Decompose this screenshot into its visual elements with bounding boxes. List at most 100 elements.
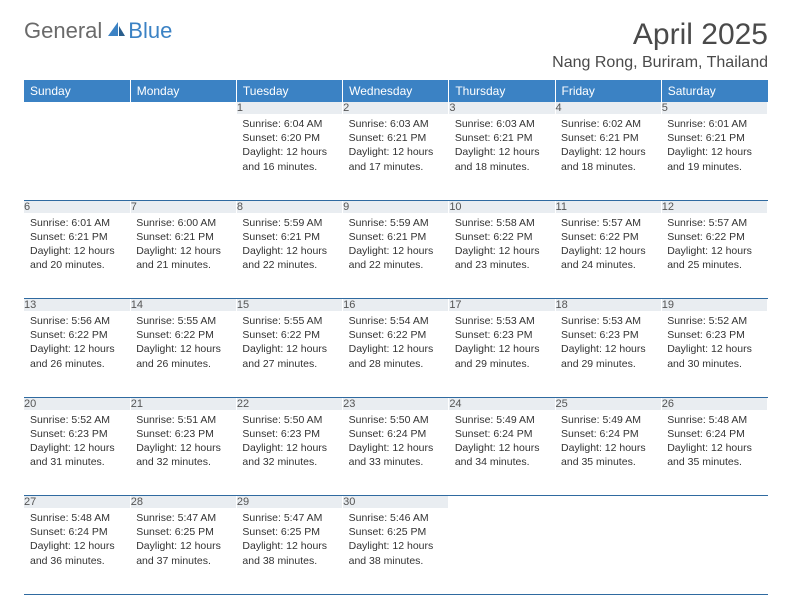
day-number: 10	[449, 200, 555, 213]
day-details: Sunrise: 5:53 AMSunset: 6:23 PMDaylight:…	[555, 311, 661, 375]
empty-cell	[661, 496, 767, 509]
daylight-line: Daylight: 12 hours and 32 minutes.	[242, 441, 336, 469]
day-cell: Sunrise: 5:50 AMSunset: 6:23 PMDaylight:…	[236, 410, 342, 496]
sunset-line: Sunset: 6:22 PM	[667, 230, 761, 244]
empty-cell	[24, 102, 130, 114]
daylight-line: Daylight: 12 hours and 29 minutes.	[455, 342, 549, 370]
month-title: April 2025	[552, 18, 768, 52]
daylight-line: Daylight: 12 hours and 25 minutes.	[667, 244, 761, 272]
day-details: Sunrise: 5:47 AMSunset: 6:25 PMDaylight:…	[130, 508, 236, 572]
sunset-line: Sunset: 6:23 PM	[30, 427, 124, 441]
calendar-head: SundayMondayTuesdayWednesdayThursdayFrid…	[24, 80, 768, 102]
sunrise-line: Sunrise: 5:47 AM	[136, 511, 230, 525]
sunrise-line: Sunrise: 5:55 AM	[136, 314, 230, 328]
sunset-line: Sunset: 6:24 PM	[30, 525, 124, 539]
logo-text-general: General	[24, 18, 102, 44]
day-cell: Sunrise: 5:54 AMSunset: 6:22 PMDaylight:…	[343, 311, 449, 397]
day-number: 26	[661, 397, 767, 410]
daylight-line: Daylight: 12 hours and 30 minutes.	[667, 342, 761, 370]
daylight-line: Daylight: 12 hours and 37 minutes.	[136, 539, 230, 567]
day-number: 2	[343, 102, 449, 114]
day-details: Sunrise: 5:49 AMSunset: 6:24 PMDaylight:…	[555, 410, 661, 474]
day-details: Sunrise: 5:51 AMSunset: 6:23 PMDaylight:…	[130, 410, 236, 474]
day-number: 23	[343, 397, 449, 410]
day-number: 6	[24, 200, 130, 213]
daylight-line: Daylight: 12 hours and 23 minutes.	[455, 244, 549, 272]
sunset-line: Sunset: 6:24 PM	[455, 427, 549, 441]
sunset-line: Sunset: 6:22 PM	[242, 328, 336, 342]
day-details: Sunrise: 6:03 AMSunset: 6:21 PMDaylight:…	[343, 114, 449, 178]
sunrise-line: Sunrise: 5:49 AM	[455, 413, 549, 427]
day-number: 16	[343, 299, 449, 312]
sunset-line: Sunset: 6:23 PM	[455, 328, 549, 342]
daylight-line: Daylight: 12 hours and 26 minutes.	[30, 342, 124, 370]
day-number: 5	[661, 102, 767, 114]
day-cell: Sunrise: 5:57 AMSunset: 6:22 PMDaylight:…	[555, 213, 661, 299]
day-details: Sunrise: 6:00 AMSunset: 6:21 PMDaylight:…	[130, 213, 236, 277]
day-cell: Sunrise: 5:53 AMSunset: 6:23 PMDaylight:…	[555, 311, 661, 397]
week-row: Sunrise: 5:52 AMSunset: 6:23 PMDaylight:…	[24, 410, 768, 496]
day-number: 15	[236, 299, 342, 312]
daylight-line: Daylight: 12 hours and 18 minutes.	[455, 145, 549, 173]
sunrise-line: Sunrise: 5:49 AM	[561, 413, 655, 427]
week-row: Sunrise: 5:48 AMSunset: 6:24 PMDaylight:…	[24, 508, 768, 594]
day-number: 17	[449, 299, 555, 312]
day-number: 25	[555, 397, 661, 410]
sunrise-line: Sunrise: 6:04 AM	[242, 117, 336, 131]
weekday-header: Thursday	[449, 80, 555, 102]
week-row: Sunrise: 5:56 AMSunset: 6:22 PMDaylight:…	[24, 311, 768, 397]
sunset-line: Sunset: 6:22 PM	[30, 328, 124, 342]
sunset-line: Sunset: 6:23 PM	[242, 427, 336, 441]
daylight-line: Daylight: 12 hours and 22 minutes.	[242, 244, 336, 272]
day-number: 4	[555, 102, 661, 114]
day-cell: Sunrise: 5:55 AMSunset: 6:22 PMDaylight:…	[236, 311, 342, 397]
day-number: 13	[24, 299, 130, 312]
empty-cell	[130, 102, 236, 114]
day-number: 21	[130, 397, 236, 410]
sunrise-line: Sunrise: 5:59 AM	[242, 216, 336, 230]
day-number: 18	[555, 299, 661, 312]
sunrise-line: Sunrise: 6:01 AM	[667, 117, 761, 131]
daynum-row: 6789101112	[24, 200, 768, 213]
day-cell: Sunrise: 6:02 AMSunset: 6:21 PMDaylight:…	[555, 114, 661, 200]
sunset-line: Sunset: 6:24 PM	[349, 427, 443, 441]
daylight-line: Daylight: 12 hours and 35 minutes.	[667, 441, 761, 469]
sunrise-line: Sunrise: 5:54 AM	[349, 314, 443, 328]
day-cell: Sunrise: 6:00 AMSunset: 6:21 PMDaylight:…	[130, 213, 236, 299]
day-number: 8	[236, 200, 342, 213]
day-details: Sunrise: 5:46 AMSunset: 6:25 PMDaylight:…	[343, 508, 449, 572]
sunset-line: Sunset: 6:21 PM	[30, 230, 124, 244]
day-number: 14	[130, 299, 236, 312]
day-details: Sunrise: 6:01 AMSunset: 6:21 PMDaylight:…	[24, 213, 130, 277]
day-details: Sunrise: 5:59 AMSunset: 6:21 PMDaylight:…	[343, 213, 449, 277]
sunset-line: Sunset: 6:21 PM	[242, 230, 336, 244]
sunrise-line: Sunrise: 5:57 AM	[561, 216, 655, 230]
sunset-line: Sunset: 6:25 PM	[136, 525, 230, 539]
weekday-header: Sunday	[24, 80, 130, 102]
empty-cell	[24, 114, 130, 200]
day-cell: Sunrise: 5:52 AMSunset: 6:23 PMDaylight:…	[24, 410, 130, 496]
daylight-line: Daylight: 12 hours and 29 minutes.	[561, 342, 655, 370]
day-number: 27	[24, 496, 130, 509]
daynum-row: 27282930	[24, 496, 768, 509]
day-details: Sunrise: 5:59 AMSunset: 6:21 PMDaylight:…	[236, 213, 342, 277]
daylight-line: Daylight: 12 hours and 22 minutes.	[349, 244, 443, 272]
daylight-line: Daylight: 12 hours and 27 minutes.	[242, 342, 336, 370]
sunrise-line: Sunrise: 5:51 AM	[136, 413, 230, 427]
sunset-line: Sunset: 6:23 PM	[561, 328, 655, 342]
day-number: 24	[449, 397, 555, 410]
sunset-line: Sunset: 6:25 PM	[349, 525, 443, 539]
empty-cell	[555, 496, 661, 509]
day-cell: Sunrise: 5:58 AMSunset: 6:22 PMDaylight:…	[449, 213, 555, 299]
logo-text-blue: Blue	[128, 18, 172, 44]
sunrise-line: Sunrise: 5:56 AM	[30, 314, 124, 328]
daylight-line: Daylight: 12 hours and 38 minutes.	[242, 539, 336, 567]
day-details: Sunrise: 5:52 AMSunset: 6:23 PMDaylight:…	[661, 311, 767, 375]
sunrise-line: Sunrise: 5:46 AM	[349, 511, 443, 525]
empty-cell	[130, 114, 236, 200]
day-cell: Sunrise: 6:04 AMSunset: 6:20 PMDaylight:…	[236, 114, 342, 200]
day-details: Sunrise: 5:50 AMSunset: 6:23 PMDaylight:…	[236, 410, 342, 474]
sunrise-line: Sunrise: 5:55 AM	[242, 314, 336, 328]
sunset-line: Sunset: 6:22 PM	[136, 328, 230, 342]
sunrise-line: Sunrise: 5:50 AM	[349, 413, 443, 427]
